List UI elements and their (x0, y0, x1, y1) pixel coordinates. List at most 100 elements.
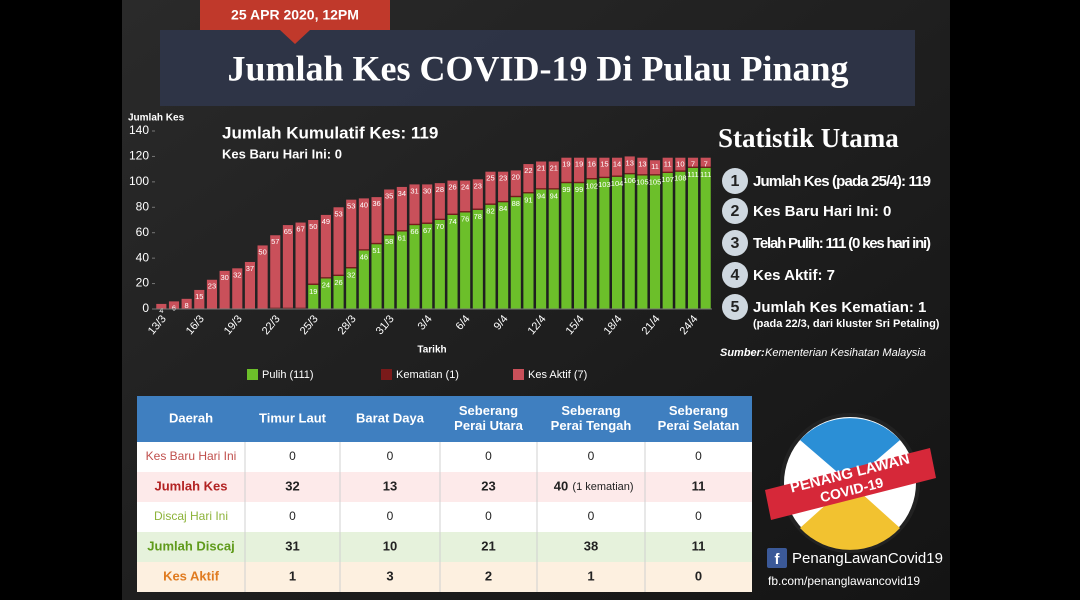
bar-segment (194, 289, 205, 309)
bar-segment (320, 214, 331, 278)
data-label: 53 (347, 202, 355, 211)
bar-segment (510, 197, 521, 309)
row-label: Kes Baru Hari Ini (146, 449, 237, 463)
y-tick-label: 140 (129, 123, 149, 137)
row-label: Discaj Hari Ini (154, 509, 228, 523)
data-label: 35 (385, 191, 393, 200)
data-label: 10 (676, 160, 684, 169)
bar-segment (156, 303, 167, 309)
bar-segment (599, 176, 610, 179)
row-label: Jumlah Kes (155, 478, 228, 493)
data-label: 21 (550, 163, 558, 172)
data-label: 105 (649, 177, 662, 186)
stat-number: 1 (731, 173, 740, 190)
bar-segment (346, 199, 357, 268)
stat-text: Jumlah Kes (pada 25/4): 119 (753, 173, 931, 190)
bar-segment (523, 192, 534, 194)
data-label: 102 (585, 181, 598, 190)
data-label: 82 (486, 207, 494, 216)
header-cell: Seberang (459, 403, 518, 418)
data-label: 53 (334, 209, 342, 218)
stat-text: Kes Aktif: 7 (753, 267, 835, 284)
header-cell: Perai Tengah (551, 418, 632, 433)
stat-text: Telah Pulih: 111 (0 kes hari ini) (753, 235, 931, 252)
data-label: 111 (687, 170, 698, 179)
stat-note: (pada 22/3, dari kluster Sri Petaling) (753, 318, 940, 330)
bar-segment (586, 179, 597, 309)
date-tab (200, 0, 390, 44)
data-label: 23 (208, 282, 216, 291)
data-label: 15 (600, 160, 608, 169)
bar-segment (611, 157, 623, 176)
bar-segment (282, 225, 293, 308)
table-cell: 0 (588, 449, 595, 463)
stat-badge (722, 294, 748, 320)
bar-segment (371, 197, 382, 243)
bar-segment (536, 188, 547, 190)
bar-segment (599, 157, 610, 177)
data-label: 50 (309, 222, 317, 231)
legend-label: Kematian (1) (396, 369, 459, 381)
bar-segment (624, 174, 635, 309)
data-label: 6 (172, 303, 176, 312)
bar-segment (611, 175, 623, 177)
bar-segment (536, 189, 547, 309)
data-label: 26 (448, 183, 456, 192)
bar-segment (649, 175, 661, 309)
bar-segment (270, 307, 281, 309)
bar-segment (637, 157, 648, 175)
bar-segment (257, 245, 268, 309)
y-tick-label: 40 (136, 250, 150, 264)
bar-segment (700, 167, 711, 309)
y-tick-label: 80 (136, 199, 150, 213)
data-label: 21 (537, 163, 545, 172)
bar-segment (649, 174, 661, 176)
data-label: 30 (220, 273, 228, 282)
data-label: 84 (499, 204, 507, 213)
data-label: 70 (436, 222, 444, 231)
bar-segment (700, 157, 711, 167)
bar-segment (561, 157, 572, 182)
bar-segment (270, 235, 281, 308)
data-label: 51 (372, 246, 380, 255)
bar-segment (396, 230, 407, 232)
data-label: 67 (423, 226, 431, 235)
data-label: 25 (486, 174, 494, 183)
stat-badge (722, 230, 748, 256)
bar-segment (409, 184, 420, 224)
data-label: 34 (398, 189, 406, 198)
data-label: 99 (575, 185, 583, 194)
bar-segment (637, 174, 648, 176)
stat-number: 4 (731, 267, 740, 284)
header-cell: Timur Laut (259, 410, 327, 425)
data-label: 58 (385, 237, 393, 246)
y-axis-label: Jumlah Kes (128, 113, 185, 124)
header-cell: Perai Selatan (658, 418, 740, 433)
y-tick-label: 100 (129, 174, 149, 188)
data-label: 94 (550, 191, 558, 200)
stat-number: 3 (731, 235, 740, 252)
bar-segment (333, 274, 344, 276)
data-label: 7 (704, 160, 708, 169)
data-label: 65 (284, 227, 292, 236)
table-cell: 0 (695, 449, 702, 463)
bar-segment (586, 178, 597, 180)
bar-segment (295, 307, 306, 309)
bar-segment (434, 183, 445, 219)
bar-segment (384, 235, 395, 309)
table-note: (1 kematian) (572, 481, 633, 493)
bar-segment (358, 198, 369, 250)
stat-number: 2 (731, 203, 740, 220)
y-tick-label: 0 (142, 301, 149, 315)
bar-segment (244, 261, 256, 309)
social-handle: PenangLawanCovid19 (792, 550, 943, 567)
title: Jumlah Kes COVID-19 Di Pulau Pinang (227, 48, 848, 88)
bar-segment (232, 268, 243, 309)
bar-segment (574, 181, 585, 184)
row-label: Kes Aktif (163, 568, 220, 583)
legend-label: Pulih (111) (262, 369, 314, 381)
data-label: 8 (185, 301, 189, 310)
stats-title: Statistik Utama (718, 123, 899, 153)
header-cell: Daerah (169, 410, 213, 425)
